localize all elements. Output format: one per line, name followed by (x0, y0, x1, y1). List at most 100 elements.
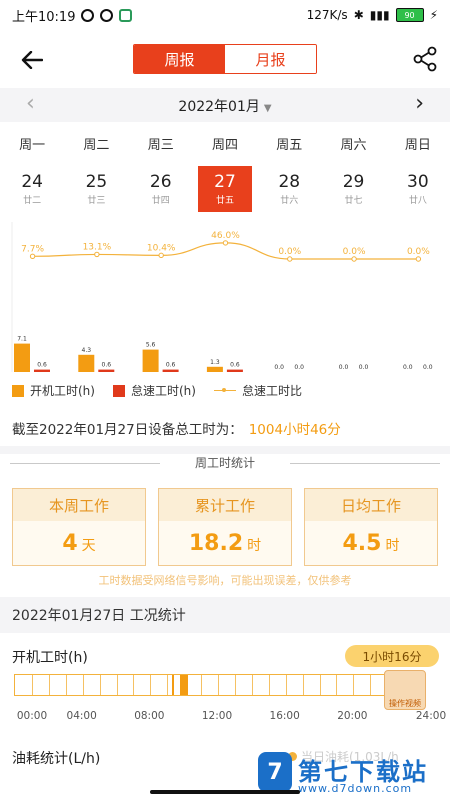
timeline-tick (201, 675, 203, 695)
ratio-label: 13.1% (83, 242, 112, 252)
day-cell[interactable]: 26 廿四 (129, 166, 193, 212)
day-cell[interactable]: 25 廿三 (64, 166, 128, 212)
weekday-label: 周四 (211, 138, 238, 153)
watermark-url: www.d7down.com (298, 782, 413, 795)
tab-month-report[interactable]: 月报 (225, 45, 316, 73)
run-bar (142, 349, 159, 372)
month-navigator: ‹ 2022年01月 ▼ › (0, 88, 450, 122)
app-icon (81, 8, 95, 22)
day-cell[interactable]: 30 廿八 (386, 166, 450, 212)
report-switch: 周报 月报 (133, 44, 317, 74)
idle-bar-label: 0.0 (423, 364, 433, 371)
stat-card-title: 累计工作 (159, 489, 291, 521)
idle-bar-label: 0.6 (102, 362, 112, 369)
total-hours-value: 1004小时46分 (248, 422, 341, 438)
timeline-tick (167, 675, 169, 695)
run-bar-label: 1.3 (210, 359, 220, 366)
day-stats-title: 2022年01月27日 工况统计 (12, 608, 186, 624)
timeline-tick-label: 24:00 (415, 710, 447, 722)
watermark-logo: 7 (258, 752, 292, 792)
runtime-badge: 1小时16分 (345, 645, 439, 667)
runtime-label: 开机工时(h) (12, 650, 88, 666)
day-cell[interactable]: 24 廿二 (0, 166, 64, 212)
timeline-tick (133, 675, 135, 695)
day-cell[interactable]: 28 廿六 (257, 166, 321, 212)
operation-video-badge[interactable]: 操作视频 (384, 670, 426, 710)
ratio-point (351, 256, 357, 262)
month-selector[interactable]: 2022年01月 ▼ (0, 96, 450, 116)
ratio-label: 7.7% (21, 244, 44, 254)
day-row: 24 廿二 25 廿三 26 廿四 27 廿五 28 廿六 29 廿七 30 廿八 (0, 166, 450, 212)
lunar-date: 廿五 (215, 196, 234, 206)
ratio-label: 46.0% (211, 231, 240, 241)
timeline-tick-label: 12:00 (201, 710, 233, 722)
run-bar-label: 4.3 (82, 347, 92, 354)
charging-icon: ⚡ (429, 8, 438, 22)
stat-card-title: 本周工作 (13, 489, 145, 521)
prev-arrow-icon[interactable]: ‹ (26, 91, 35, 116)
back-arrow-icon[interactable] (18, 46, 46, 74)
timeline-tick-label: 00:00 (16, 710, 48, 722)
total-hours-label: 截至2022年01月27日设备总工时为： (12, 422, 243, 438)
day-number: 25 (85, 172, 108, 192)
legend-item: 开机工时(h) (12, 382, 95, 399)
lunar-date: 廿六 (280, 196, 299, 206)
bluetooth-icon: ✱ (353, 8, 364, 22)
home-indicator (150, 790, 300, 794)
timeline-tick-label: 08:00 (134, 710, 165, 722)
run-bar-label: 7.1 (17, 336, 27, 343)
weekday-label: 周一 (19, 138, 46, 153)
day-cell-selected[interactable]: 27 廿五 (193, 166, 257, 212)
data-disclaimer: 工时数据受网络信号影响，可能出现误差，仅供参考 (98, 574, 352, 587)
day-number: 28 (278, 172, 301, 192)
ratio-label: 0.0% (278, 247, 301, 257)
signal-icon: ▮▮▮ (369, 8, 390, 22)
day-number: 24 (21, 172, 43, 192)
timeline-tick (150, 675, 152, 695)
week-stats-title: 周工时统计 (194, 456, 255, 470)
timeline-tick (336, 675, 338, 695)
lunar-date: 廿二 (23, 196, 42, 206)
oil-daily-value: 当日油耗(1.03L/h (288, 748, 399, 765)
idle-bar (98, 369, 115, 372)
chevron-down-icon: ▼ (263, 103, 272, 114)
watermark-name: 第七下载站 (298, 758, 428, 786)
legend-label: 怠速工时比 (241, 384, 302, 398)
stat-card-unit: 时 (247, 538, 262, 554)
weekday-header: 周一 周二 周三 周四 周五 周六 周日 (0, 134, 450, 153)
idle-bar-label: 0.6 (230, 362, 240, 369)
day-cell[interactable]: 29 廿七 (321, 166, 385, 212)
ratio-point (415, 256, 422, 262)
stat-card-unit: 时 (385, 538, 400, 554)
stat-card-value: 18.2 (188, 531, 244, 556)
tab-week-report[interactable]: 周报 (134, 45, 225, 73)
stat-card-title: 日均工作 (305, 489, 437, 521)
chart-legend: 开机工时(h) 怠速工时(h) 怠速工时比 (12, 382, 442, 399)
timeline-tick (116, 675, 118, 695)
timeline-tick (251, 675, 253, 695)
share-icon[interactable] (412, 46, 440, 74)
network-speed: 127K/s (306, 8, 348, 22)
timeline-tick (353, 675, 355, 695)
weekday-label: 周五 (276, 138, 303, 153)
run-bar-label: 0.0 (403, 364, 413, 371)
idle-bar (162, 369, 179, 372)
ratio-point (94, 251, 100, 258)
runtime-segment (179, 675, 188, 695)
legend-line-swatch (213, 388, 236, 392)
stat-card-value: 4.5 (342, 531, 382, 556)
legend-item: 怠速工时比 (213, 382, 302, 399)
stat-card-unit: 天 (81, 538, 96, 554)
lunar-date: 廿八 (408, 196, 427, 206)
oil-daily-text: 当日油耗(1.03L/h (301, 750, 399, 764)
legend-swatch (12, 384, 24, 397)
weekday-label: 周二 (83, 138, 110, 153)
timeline-tick (218, 675, 219, 695)
next-arrow-icon[interactable]: › (415, 91, 424, 116)
idle-bar-label: 0.6 (166, 362, 176, 369)
day-number: 27 (214, 172, 236, 192)
timeline-tick (285, 675, 287, 695)
lunar-date: 廿七 (344, 196, 363, 206)
cloud-icon (119, 8, 133, 22)
